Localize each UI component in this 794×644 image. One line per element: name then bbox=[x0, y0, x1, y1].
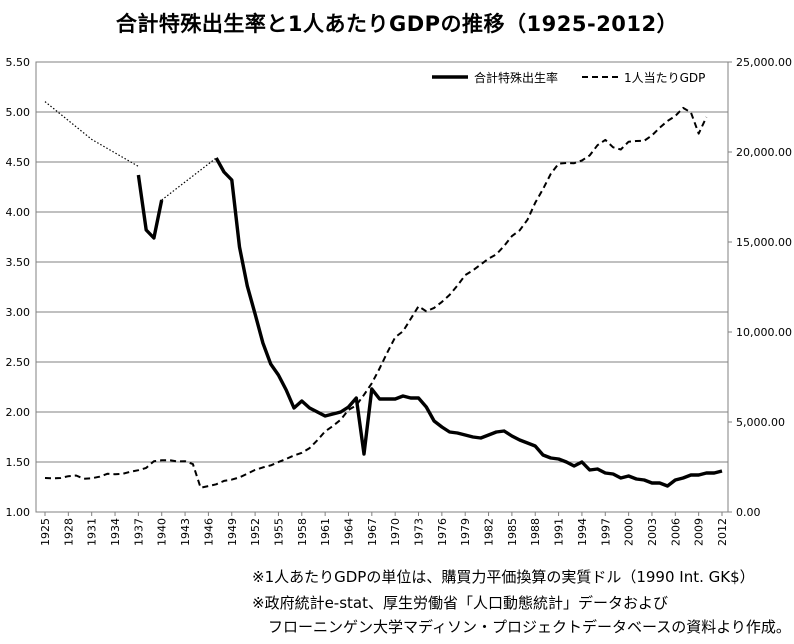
x-tick-label: 2009 bbox=[693, 518, 706, 546]
x-tick-label: 1964 bbox=[342, 518, 355, 546]
x-tick-label: 2012 bbox=[716, 518, 729, 546]
footnote-source-1: ※政府統計e-stat、厚生労働省「人口動態統計」データおよび bbox=[252, 594, 668, 612]
x-tick-label: 1985 bbox=[506, 518, 519, 546]
y-right-tick-label: 5,000.00 bbox=[736, 416, 785, 429]
y-right-tick-label: 25,000.00 bbox=[736, 56, 792, 69]
x-tick-label: 2006 bbox=[669, 518, 682, 546]
x-tick-label: 1943 bbox=[179, 518, 192, 546]
x-tick-label: 1994 bbox=[576, 518, 589, 546]
x-tick-label: 1991 bbox=[553, 518, 566, 546]
series-line-fertility bbox=[136, 157, 723, 488]
x-tick-label: 1925 bbox=[39, 518, 52, 546]
y-right-tick-label: 10,000.00 bbox=[736, 326, 792, 339]
y-left-tick-label: 4.50 bbox=[6, 156, 31, 169]
x-tick-label: 1955 bbox=[272, 518, 285, 546]
y-left-tick-label: 1.50 bbox=[6, 456, 31, 469]
x-tick-label: 1970 bbox=[389, 518, 402, 546]
y-right-tick-label: 0.00 bbox=[736, 506, 761, 519]
plot-frame bbox=[35, 61, 729, 513]
gridlines bbox=[36, 111, 728, 463]
x-tick-label: 2000 bbox=[623, 518, 636, 546]
x-tick-label: 1967 bbox=[366, 518, 379, 546]
x-tick-label: 1958 bbox=[296, 518, 309, 546]
y-left-tick-label: 5.00 bbox=[6, 106, 31, 119]
legend: 合計特殊出生率 1人当たりGDP bbox=[432, 70, 705, 85]
x-tick-label: 1997 bbox=[599, 518, 612, 546]
y-left-tick-label: 3.00 bbox=[6, 306, 31, 319]
x-tick-label: 1934 bbox=[109, 518, 122, 546]
x-tick-label: 1937 bbox=[132, 518, 145, 546]
legend-label-gdp: 1人当たりGDP bbox=[624, 71, 705, 85]
y-left-tick-label: 4.00 bbox=[6, 206, 31, 219]
x-tick-label: 1931 bbox=[86, 518, 99, 546]
y-right-tick-label: 15,000.00 bbox=[736, 236, 792, 249]
x-tick-label: 1946 bbox=[202, 518, 215, 546]
chart-title: 合計特殊出生率と1人あたりGDPの推移（1925-2012） bbox=[115, 12, 679, 36]
footnote-unit: ※1人あたりGDPの単位は、購買力平価換算の実質ドル（1990 Int. GK$… bbox=[252, 568, 755, 586]
x-tick-label: 1979 bbox=[459, 518, 472, 546]
y-right-tick-label: 20,000.00 bbox=[736, 146, 792, 159]
x-tick-label: 2003 bbox=[646, 518, 659, 546]
axes bbox=[35, 61, 732, 516]
y-left-tick-label: 1.00 bbox=[6, 506, 31, 519]
y-left-tick-label: 2.00 bbox=[6, 406, 31, 419]
series-line-gdp bbox=[44, 106, 708, 489]
y-left-tick-label: 2.50 bbox=[6, 356, 31, 369]
x-tick-label: 1973 bbox=[413, 518, 426, 546]
y-left-tick-label: 3.50 bbox=[6, 256, 31, 269]
connector-dotted bbox=[161, 157, 217, 201]
x-tick-label: 1976 bbox=[436, 518, 449, 546]
footnote-source-2: フローニンゲン大学マディソン・プロジェクトデータベースの資料より作成。 bbox=[268, 618, 791, 636]
tick-labels: 1.00 1.50 2.00 2.50 3.00 3.50 4.00 4.50 5.00 5.50… bbox=[6, 56, 792, 546]
connector-dotted bbox=[44, 101, 139, 167]
x-tick-label: 1949 bbox=[226, 518, 239, 546]
y-left-tick-label: 5.50 bbox=[6, 56, 31, 69]
x-tick-label: 1988 bbox=[529, 518, 542, 546]
x-tick-label: 1952 bbox=[249, 518, 262, 546]
series-lines bbox=[44, 101, 723, 489]
x-tick-label: 1961 bbox=[319, 518, 332, 546]
legend-label-fertility: 合計特殊出生率 bbox=[474, 70, 558, 85]
x-tick-label: 1928 bbox=[62, 518, 75, 546]
x-tick-label: 1940 bbox=[156, 518, 169, 546]
x-tick-label: 1982 bbox=[483, 518, 496, 546]
